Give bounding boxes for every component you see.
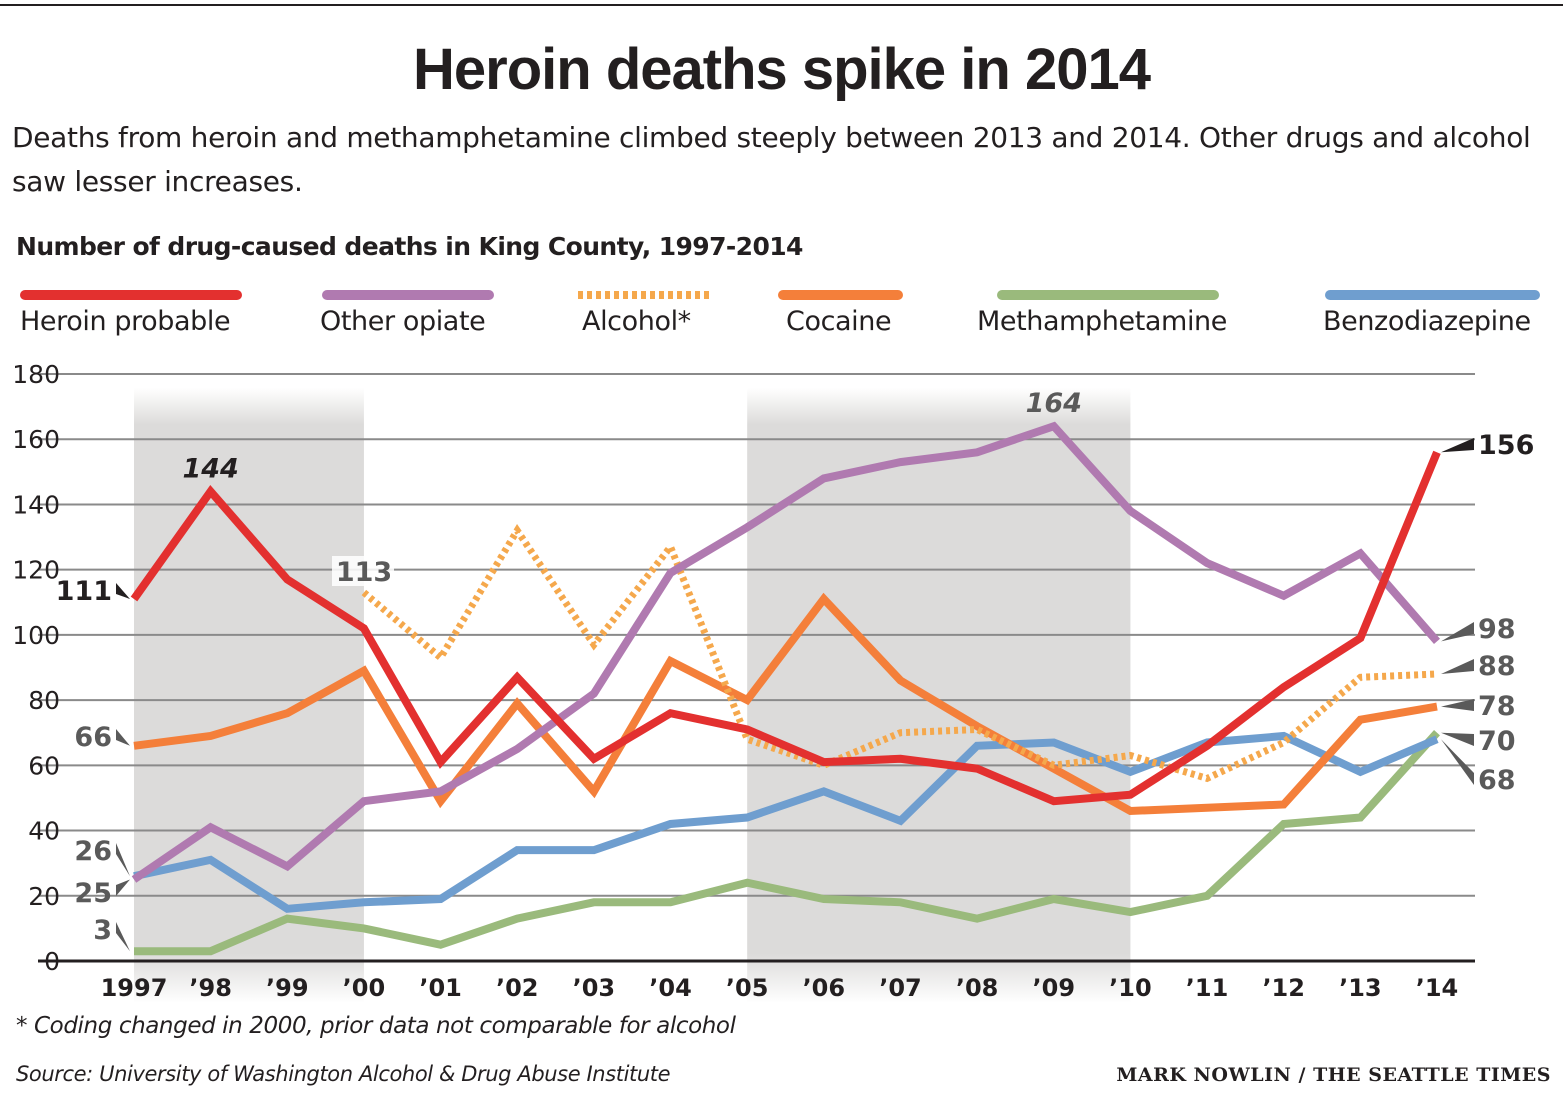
y-tick-label: 20: [28, 882, 60, 911]
data-label: 68: [1478, 765, 1516, 796]
data-label: 78: [1478, 691, 1516, 722]
x-tick-label: ’12: [1262, 974, 1305, 1002]
annotation-pointer: [116, 729, 130, 746]
annotation-pointer: [1441, 699, 1474, 711]
y-axis-ticks: 0 20 40 60 80 100 120 140 160 180: [12, 360, 60, 976]
legend-label: Other opiate: [320, 306, 486, 337]
y-tick-label: 80: [28, 686, 60, 715]
data-label: 25: [74, 878, 112, 909]
legend-swatch: [1325, 290, 1540, 300]
legend-swatch: [578, 291, 710, 299]
annotation-pointer: [1441, 732, 1474, 746]
x-tick-label: ’01: [419, 974, 462, 1002]
x-tick-label: ’03: [573, 974, 616, 1002]
series-line-other-opiate: [131, 421, 1441, 883]
series-line-alcohol: [361, 523, 1438, 783]
legend-swatch: [778, 290, 903, 300]
legend-swatch: [20, 290, 242, 300]
x-tick-label: ’14: [1416, 974, 1459, 1002]
y-tick-label: 60: [28, 751, 60, 780]
x-tick-label: ’13: [1339, 974, 1382, 1002]
x-tick-label: ’09: [1033, 974, 1076, 1002]
source-note: Source: University of Washington Alcohol…: [16, 1062, 671, 1086]
annotation-pointer: [116, 843, 130, 877]
series-line-methamphetamine: [134, 730, 1440, 956]
data-label: 111: [56, 576, 112, 607]
y-tick-label: 120: [12, 556, 60, 585]
series-line-heroin-probable: [130, 450, 1441, 806]
annotation-pointer: [1441, 438, 1474, 453]
legend-label: Methamphetamine: [977, 306, 1227, 337]
data-label: 66: [74, 722, 112, 753]
data-label: 88: [1478, 651, 1516, 682]
data-label: 70: [1478, 726, 1516, 757]
y-tick-label: 160: [12, 425, 60, 454]
data-label: 98: [1478, 614, 1516, 645]
series-line-cocaine: [133, 592, 1438, 816]
legend-label: Cocaine: [786, 306, 892, 337]
y-tick-label: 180: [12, 360, 60, 389]
page-subtitle: Deaths from heroin and methamphetamine c…: [12, 121, 1531, 198]
page-title: Heroin deaths spike in 2014: [413, 37, 1151, 102]
x-tick-label: ’07: [879, 974, 922, 1002]
top-rule: [0, 4, 1563, 6]
chart-title: Number of drug-caused deaths in King Cou…: [16, 232, 803, 261]
annotations: 111 144 156 164 113 66 26 25 3 98 88 78 70 68: [56, 388, 1534, 952]
footnote: * Coding changed in 2000, prior data not…: [16, 1013, 736, 1039]
annotation-pointer: [116, 922, 130, 952]
x-tick-label: ’99: [266, 974, 309, 1002]
annotation-pointer: [1441, 739, 1474, 785]
legend-label: Benzodiazepine: [1323, 306, 1531, 337]
legend-swatch: [997, 290, 1219, 300]
data-label: 26: [74, 836, 112, 867]
annotation-pointer: [116, 879, 130, 896]
y-tick-label: 100: [12, 621, 60, 650]
x-tick-label: ’10: [1109, 974, 1152, 1002]
annotation-pointer: [116, 583, 130, 600]
series-line-benzodiazepine: [133, 731, 1439, 913]
series-lines: [130, 421, 1441, 956]
annotation-bg: [332, 556, 394, 586]
y-tick-label: 40: [28, 817, 60, 846]
legend-label: Heroin probable: [20, 306, 231, 337]
data-label: 156: [1478, 430, 1534, 461]
gridlines: [38, 373, 1475, 963]
legend-label: Alcohol*: [582, 306, 691, 337]
credit-line: MARK NOWLIN / THE SEATTLE TIMES: [1116, 1064, 1551, 1086]
x-tick-label: ’08: [956, 974, 999, 1002]
x-tick-label: ’04: [649, 974, 692, 1002]
x-tick-label: ’98: [189, 974, 232, 1002]
x-tick-label: ’00: [343, 974, 386, 1002]
legend-swatch: [322, 290, 494, 300]
data-label: 3: [93, 915, 112, 946]
annotation-pointer: [1441, 659, 1474, 675]
y-tick-label: 140: [12, 490, 60, 519]
data-label: 144: [182, 453, 238, 484]
data-label: 164: [1026, 388, 1082, 419]
x-axis-ticks: 1997 ’98 ’99 ’00 ’01 ’02 ’03 ’04 ’05 ’06 ’07 ’08 ’09…: [101, 974, 1459, 1002]
x-tick-label: ’05: [726, 974, 769, 1002]
annotation-pointer: [1441, 622, 1474, 642]
x-tick-label: ’11: [1186, 974, 1229, 1002]
y-tick-label: 0: [44, 947, 60, 976]
x-tick-label: ’06: [803, 974, 846, 1002]
x-tick-label: 1997: [101, 974, 168, 1002]
data-label: 113: [336, 557, 392, 588]
shaded-period: [134, 388, 364, 1003]
x-tick-label: ’02: [496, 974, 539, 1002]
